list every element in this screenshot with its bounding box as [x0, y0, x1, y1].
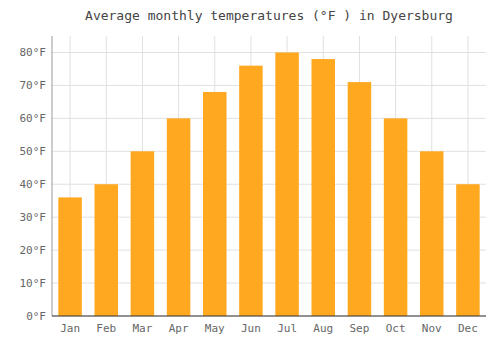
x-tick-label: Aug: [313, 322, 333, 335]
x-tick-label: Sep: [349, 322, 369, 335]
y-grid-line: [52, 316, 486, 317]
y-tick-label: 50°F: [20, 145, 47, 158]
chart-container: Average monthly temperatures (°F ) in Dy…: [0, 0, 500, 350]
y-grid-line: [52, 52, 486, 53]
x-axis-line: [52, 316, 486, 317]
bar: [275, 52, 299, 316]
y-axis-line: [52, 36, 53, 316]
x-tick-label: Jul: [277, 322, 297, 335]
chart-svg: Average monthly temperatures (°F ) in Dy…: [0, 0, 500, 350]
y-tick-label: 10°F: [20, 277, 47, 290]
x-tick-label: Mar: [132, 322, 152, 335]
x-tick-label: Feb: [96, 322, 116, 335]
bar: [94, 184, 118, 316]
y-tick-label: 0°F: [26, 310, 46, 323]
bar: [456, 184, 480, 316]
bar: [167, 118, 191, 316]
bar: [348, 82, 372, 316]
x-tick-label: Jan: [60, 322, 80, 335]
x-tick-label: Jun: [241, 322, 261, 335]
bar: [384, 118, 408, 316]
bar: [311, 59, 335, 316]
x-tick-label: Dec: [458, 322, 478, 335]
x-tick-label: May: [205, 322, 225, 335]
bar: [239, 66, 263, 316]
y-tick-label: 40°F: [20, 178, 47, 191]
bars: [58, 52, 479, 316]
y-tick-label: 60°F: [20, 112, 47, 125]
x-tick-label: Oct: [386, 322, 406, 335]
bar: [131, 151, 155, 316]
bar: [203, 92, 227, 316]
title: Average monthly temperatures (°F ) in Dy…: [85, 8, 453, 23]
grid: [52, 36, 486, 316]
bar: [420, 151, 444, 316]
y-tick-label: 20°F: [20, 244, 47, 257]
bar: [58, 197, 82, 316]
y-tick-label: 70°F: [20, 79, 47, 92]
y-tick-label: 30°F: [20, 211, 47, 224]
y-grid-line: [52, 118, 486, 119]
y-tick-label: 80°F: [20, 46, 47, 59]
x-tick-label: Nov: [422, 322, 442, 335]
x-tick-label: Apr: [169, 322, 189, 335]
y-grid-line: [52, 85, 486, 86]
